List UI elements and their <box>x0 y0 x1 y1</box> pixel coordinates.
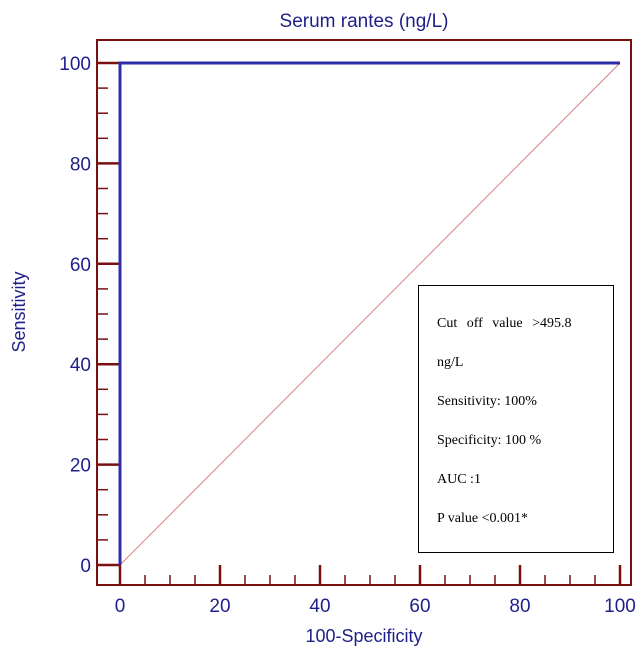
annotation-specificity: Specificity: 100 % <box>437 433 542 448</box>
y-tick-label: 20 <box>70 456 91 477</box>
y-tick-label: 0 <box>80 556 91 577</box>
chart-title: Serum rantes (ng/L) <box>280 11 449 32</box>
x-tick-label: 40 <box>309 596 330 617</box>
x-tick-label: 80 <box>509 596 530 617</box>
annotation-unit: ng/L <box>437 355 464 370</box>
x-axis-ticks: 0 20 40 60 80 100 <box>115 565 636 617</box>
annotation-cutoff: Cut off value >495.8 <box>437 316 572 331</box>
reference-diagonal-line <box>119 62 621 566</box>
x-tick-label: 60 <box>409 596 430 617</box>
series-layer <box>118 61 621 566</box>
y-tick-label: 100 <box>59 54 91 75</box>
plot-border <box>96 39 632 586</box>
annotation-box: Cut off value >495.8 ng/L Sensitivity: 1… <box>418 285 614 553</box>
annotation-auc: AUC :1 <box>437 472 481 487</box>
y-tick-label: 40 <box>70 355 91 376</box>
y-tick-label: 80 <box>70 154 91 175</box>
roc-curve-line <box>118 61 620 565</box>
y-axis-ticks: 0 20 40 60 80 100 <box>59 54 119 577</box>
plot-frame <box>96 39 632 586</box>
x-tick-label: 0 <box>115 596 126 617</box>
y-axis-label: Sensitivity <box>9 271 29 352</box>
annotation-sensitivity: Sensitivity: 100% <box>437 394 537 409</box>
annotation-p-value: P value <0.001* <box>437 511 528 526</box>
y-tick-label: 60 <box>70 255 91 276</box>
x-tick-label: 100 <box>604 596 636 617</box>
x-tick-label: 20 <box>209 596 230 617</box>
x-axis-label: 100-Specificity <box>305 626 422 646</box>
